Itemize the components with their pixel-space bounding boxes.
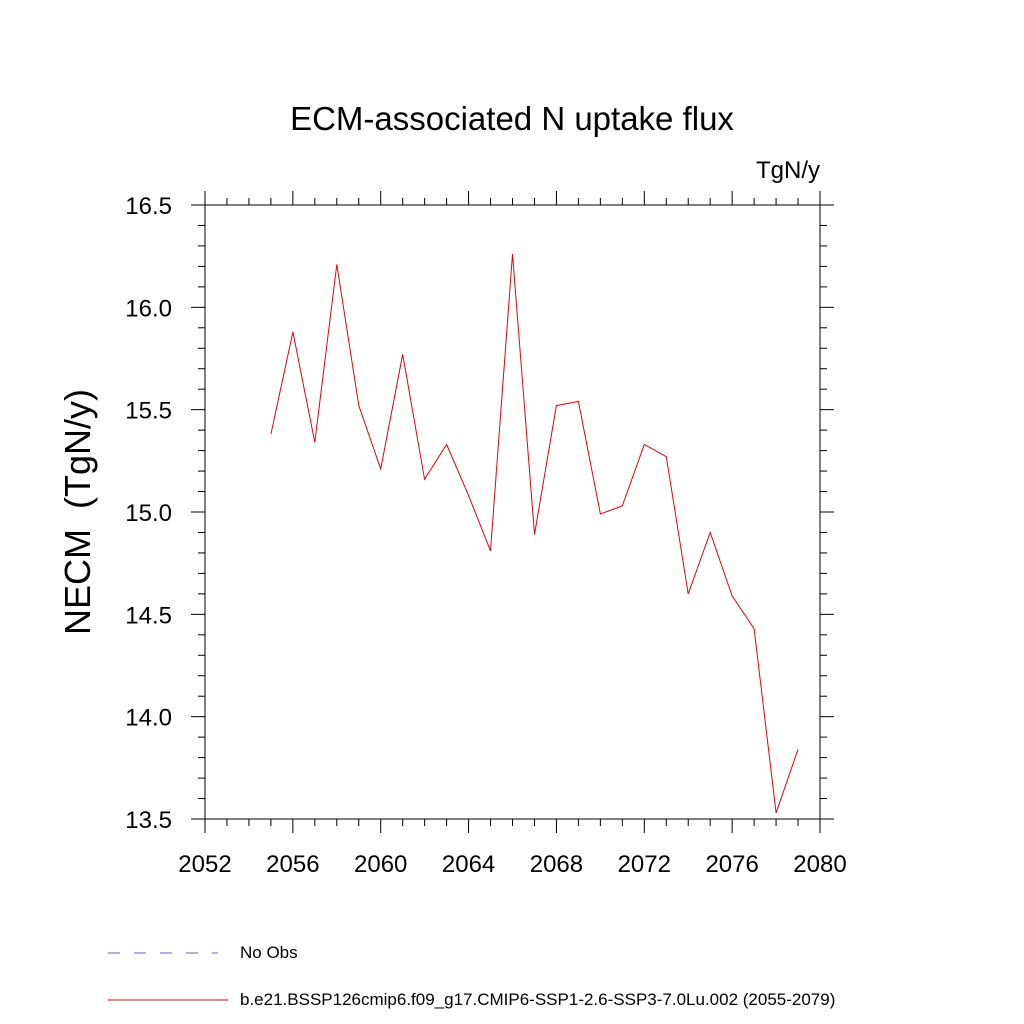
y-tick-label: 14.5 xyxy=(125,602,172,629)
x-tick-label: 2068 xyxy=(530,851,583,878)
x-tick-label: 2060 xyxy=(354,851,407,878)
units-label: TgN/y xyxy=(755,157,820,184)
y-tick-label: 15.0 xyxy=(125,500,172,527)
y-tick-label: 16.0 xyxy=(125,295,172,322)
x-tick-label: 2056 xyxy=(266,851,319,878)
x-tick-label: 2072 xyxy=(618,851,671,878)
chart-title: ECM-associated N uptake flux xyxy=(290,100,734,137)
x-tick-label: 2076 xyxy=(705,851,758,878)
x-tick-label: 2064 xyxy=(442,851,495,878)
y-tick-label: 14.0 xyxy=(125,705,172,732)
x-tick-label: 2052 xyxy=(178,851,231,878)
y-tick-label: 16.5 xyxy=(125,193,172,220)
y-tick-label: 13.5 xyxy=(125,807,172,834)
y-tick-label: 15.5 xyxy=(125,398,172,425)
plot-frame xyxy=(204,204,821,820)
x-tick-label: 2080 xyxy=(793,851,846,878)
series-line xyxy=(270,254,799,814)
